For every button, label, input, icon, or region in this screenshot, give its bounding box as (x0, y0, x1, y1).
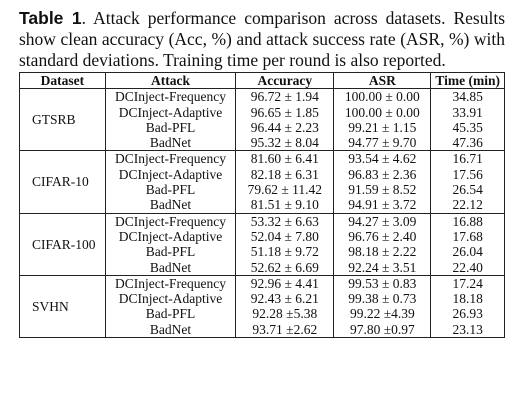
attack-cell: DCInject-Adaptive (105, 166, 237, 183)
attack-cell: DCInject-Adaptive (105, 104, 237, 120)
asr-cell: 99.38 ± 0.73 (333, 291, 432, 307)
table-row: SVHN DCInject-Frequency 92.96 ± 4.41 99.53 … (19, 275, 505, 339)
accuracy-cell: 95.32 ± 8.04 (235, 135, 335, 152)
table-row: BadNet 81.51 ± 9.10 94.91 ± 3.72 22.12 (20, 197, 505, 214)
accuracy-cell: 52.04 ± 7.80 (235, 228, 335, 245)
asr-cell: 99.22 ±4.39 (333, 306, 432, 322)
time-cell: 47.36 (430, 135, 505, 152)
table-row: Bad-PFL 96.44 ± 2.23 99.21 ± 1.15 45.35 (20, 119, 505, 136)
time-cell: 26.04 (452, 244, 483, 260)
attack-cell: Bad-PFL (105, 182, 237, 198)
time-cell: 34.85 (452, 89, 483, 105)
time-cell: 26.54 (452, 182, 483, 198)
time-cell: 45.35 (452, 119, 483, 135)
time-cell: 33.91 (452, 104, 483, 120)
asr-cell: 92.24 ± 3.51 (333, 259, 432, 276)
attack-cell: Bad-PFL (105, 244, 237, 260)
attack-cell: DCInject-Adaptive (105, 228, 237, 245)
time-cell: 23.13 (430, 321, 505, 339)
time-cell: 17.68 (452, 228, 483, 244)
accuracy-cell: 93.71 ±2.62 (235, 321, 335, 339)
time-cell: 17.56 (452, 166, 483, 182)
dataset-cell: GTSRB (19, 88, 106, 152)
time-cell: 22.12 (430, 197, 505, 214)
time-cell: 17.24 (452, 275, 483, 291)
table-row: DCInject-Adaptive 96.65 ± 1.85 100.00 ± 0.… (20, 104, 505, 120)
table-row: GTSRB DCInject-Frequency 96.72 ± 1.94 100.0… (19, 88, 505, 152)
dataset-cell: SVHN (19, 275, 106, 339)
asr-cell: 94.27 ± 3.09 (333, 213, 432, 229)
table-row: Bad-PFL 51.18 ± 9.72 98.18 ± 2.22 26.04 (20, 244, 505, 260)
header-time: Time (min) (430, 72, 505, 90)
accuracy-cell: 96.65 ± 1.85 (235, 104, 335, 120)
dataset-cell: CIFAR-100 (19, 213, 106, 276)
attack-cell: DCInject-Frequency (105, 213, 237, 229)
accuracy-cell: 81.60 ± 6.41 (235, 150, 335, 167)
table-figure: Table 1. Attack performance comparison a… (19, 8, 505, 339)
table-row: BadNet 52.62 ± 6.69 92.24 ± 3.51 22.40 (20, 259, 505, 276)
table-row: CIFAR-10 DCInject-Frequency 81.60 ± 6.41 93… (19, 150, 505, 214)
table-caption: Table 1. Attack performance comparison a… (19, 8, 505, 71)
asr-cell: 97.80 ±0.97 (333, 321, 432, 339)
attack-cell: DCInject-Frequency (105, 88, 237, 105)
accuracy-cell: 92.96 ± 4.41 (235, 275, 335, 292)
asr-cell: 96.76 ± 2.40 (333, 228, 432, 245)
accuracy-cell: 96.44 ± 2.23 (235, 119, 335, 136)
asr-cell: 100.00 ± 0.00 (333, 88, 432, 105)
header-dataset: Dataset (19, 72, 106, 90)
time-cell: 18.18 (452, 291, 483, 307)
accuracy-cell: 92.28 ±5.38 (235, 306, 335, 322)
asr-cell: 99.53 ± 0.83 (333, 275, 432, 292)
table-row: DCInject-Adaptive 92.43 ± 6.21 99.38 ± 0.7… (20, 291, 505, 307)
asr-cell: 94.77 ± 9.70 (333, 135, 432, 152)
time-cell: 22.40 (430, 259, 505, 276)
table-row: BadNet 93.71 ±2.62 97.80 ±0.97 23.13 (20, 321, 505, 339)
header-asr: ASR (333, 72, 432, 90)
attack-cell: BadNet (105, 135, 237, 152)
caption-text: . Attack performance comparison across d… (19, 8, 506, 70)
results-table: Dataset Attack Accuracy ASR Time (min) G… (19, 72, 505, 339)
header-attack: Attack (105, 72, 237, 90)
asr-cell: 98.18 ± 2.22 (333, 244, 432, 260)
time-cell: 26.93 (452, 306, 483, 322)
accuracy-cell: 96.72 ± 1.94 (235, 88, 335, 105)
accuracy-cell: 79.62 ± 11.42 (235, 182, 335, 198)
header-accuracy: Accuracy (235, 72, 335, 90)
attack-cell: Bad-PFL (105, 306, 237, 322)
accuracy-cell: 82.18 ± 6.31 (235, 166, 335, 183)
asr-cell: 91.59 ± 8.52 (333, 182, 432, 198)
table-row: BadNet 95.32 ± 8.04 94.77 ± 9.70 47.36 (20, 135, 505, 152)
accuracy-cell: 81.51 ± 9.10 (235, 197, 335, 214)
table-row: CIFAR-100 DCInject-Frequency 53.32 ± 6.63 9… (19, 213, 505, 276)
table-row: Bad-PFL 79.62 ± 11.42 91.59 ± 8.52 26.54 (20, 182, 505, 198)
asr-cell: 100.00 ± 0.00 (333, 104, 432, 120)
attack-cell: DCInject-Frequency (105, 275, 237, 292)
caption-label: Table 1 (19, 8, 82, 28)
asr-cell: 94.91 ± 3.72 (333, 197, 432, 214)
table-row: DCInject-Adaptive 52.04 ± 7.80 96.76 ± 2.4… (20, 228, 505, 245)
attack-cell: BadNet (105, 321, 237, 339)
accuracy-cell: 92.43 ± 6.21 (235, 291, 335, 307)
asr-cell: 96.83 ± 2.36 (333, 166, 432, 183)
table-body: GTSRB DCInject-Frequency 96.72 ± 1.94 100.0… (19, 88, 505, 339)
attack-cell: BadNet (105, 197, 237, 214)
attack-cell: Bad-PFL (105, 119, 237, 136)
attack-cell: DCInject-Frequency (105, 150, 237, 167)
accuracy-cell: 53.32 ± 6.63 (235, 213, 335, 229)
time-cell: 16.88 (452, 213, 483, 229)
attack-cell: DCInject-Adaptive (105, 291, 237, 307)
header-row: Dataset Attack Accuracy ASR Time (min) (19, 72, 505, 90)
accuracy-cell: 52.62 ± 6.69 (235, 259, 335, 276)
asr-cell: 93.54 ± 4.62 (333, 150, 432, 167)
dataset-cell: CIFAR-10 (19, 150, 106, 214)
attack-cell: BadNet (105, 259, 237, 276)
table-row: Bad-PFL 92.28 ±5.38 99.22 ±4.39 26.93 (20, 306, 505, 322)
table-row: DCInject-Adaptive 82.18 ± 6.31 96.83 ± 2.3… (20, 166, 505, 183)
time-cell: 16.71 (452, 151, 483, 167)
asr-cell: 99.21 ± 1.15 (333, 119, 432, 136)
accuracy-cell: 51.18 ± 9.72 (235, 244, 335, 260)
